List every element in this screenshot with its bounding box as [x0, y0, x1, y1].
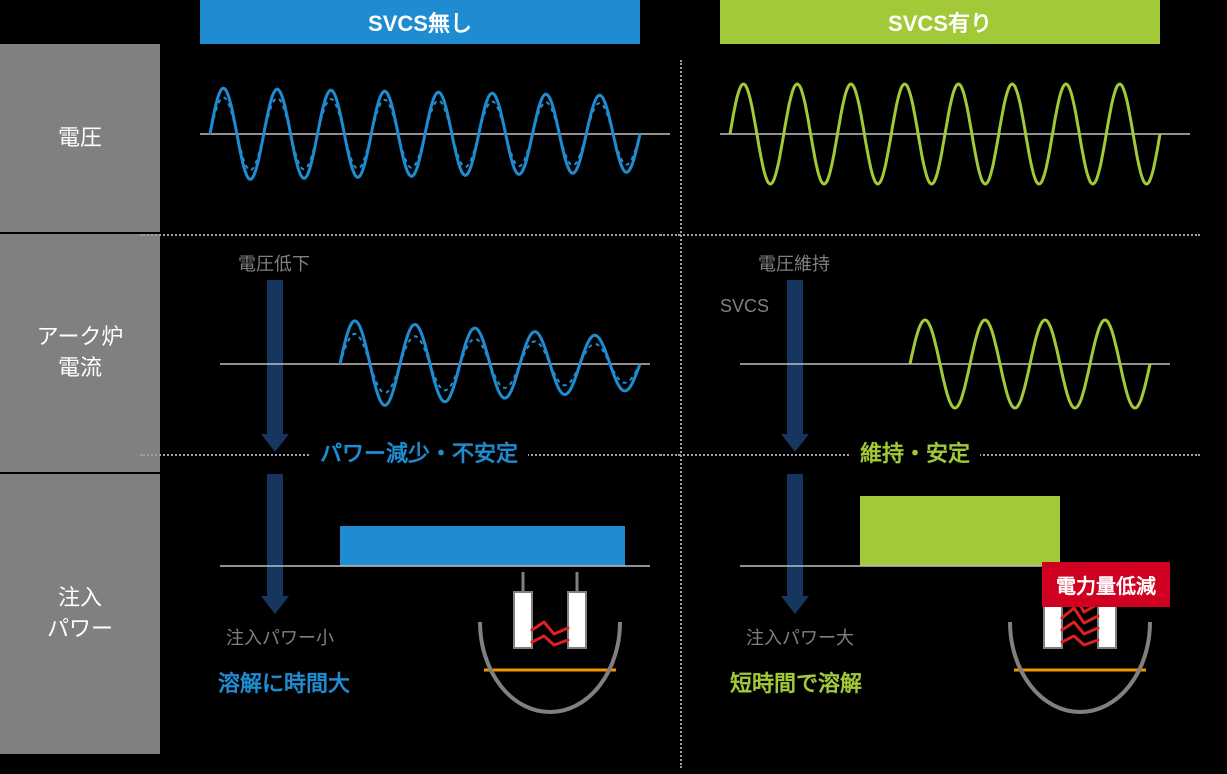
- row-label-current: アーク炉電流: [0, 234, 160, 474]
- result-with: 短時間で溶解: [730, 666, 862, 698]
- power-without: 注入パワー小溶解に時間大: [160, 474, 680, 754]
- current-without: 電圧低下パワー減少・不安定: [160, 234, 680, 474]
- vertical-divider: [680, 60, 682, 768]
- header-without: SVCS無し: [200, 0, 640, 44]
- current-with: 電圧維持SVCS維持・安定: [680, 234, 1200, 474]
- result-without: 溶解に時間大: [218, 666, 350, 698]
- row-divider: [660, 234, 1200, 236]
- power-summary-with: 維持・安定: [850, 436, 980, 468]
- power-summary-without: パワー減少・不安定: [310, 436, 528, 468]
- voltage-with: [680, 44, 1200, 234]
- energy-reduction-badge: 電力量低減: [1042, 562, 1170, 607]
- row-label-voltage: 電圧: [0, 44, 160, 234]
- row-label-power: 注入パワー: [0, 474, 160, 754]
- inject-power-large-label: 注入パワー大: [746, 624, 854, 650]
- row-divider: [140, 234, 680, 236]
- voltage-without: [160, 44, 680, 234]
- inject-power-small-label: 注入パワー小: [226, 624, 334, 650]
- power-with: 注入パワー大短時間で溶解 電力量低減: [680, 474, 1200, 754]
- header-with: SVCS有り: [720, 0, 1160, 44]
